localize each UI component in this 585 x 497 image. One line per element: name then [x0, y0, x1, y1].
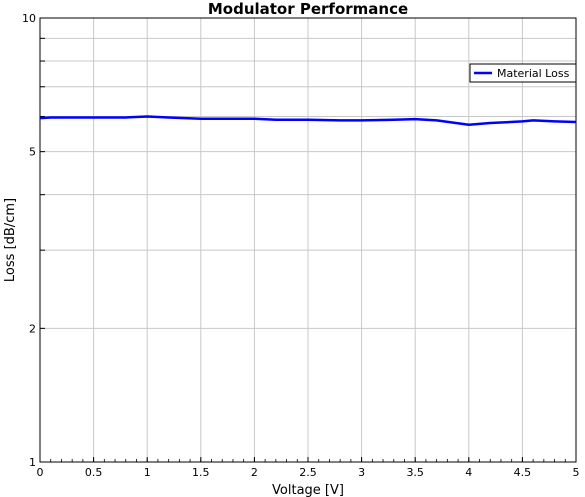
series-line-material-loss	[39, 115, 577, 126]
x-tick-label: 5	[573, 466, 580, 479]
x-axis-label: Voltage [V]	[272, 483, 344, 497]
y-tick-label: 2	[29, 322, 36, 335]
x-tick-label: 4	[465, 466, 472, 479]
x-tick-label: 3.5	[406, 466, 424, 479]
y-tick-label: 10	[22, 12, 36, 25]
x-tick-label: 1	[144, 466, 151, 479]
x-tick-label: 2	[251, 466, 258, 479]
x-tick-label: 3	[358, 466, 365, 479]
y-tick-label: 5	[29, 146, 36, 159]
legend-box	[469, 63, 577, 83]
legend: Material Loss	[469, 63, 577, 83]
x-tick-label: 2.5	[299, 466, 317, 479]
legend-label: Material Loss	[497, 67, 570, 80]
series-layer	[39, 115, 577, 126]
y-tick-label: 1	[29, 456, 36, 469]
x-tick-label: 0.5	[85, 466, 103, 479]
x-tick-label: 0	[37, 466, 44, 479]
chart-title: Modulator Performance	[208, 0, 408, 18]
x-tick-label: 4.5	[514, 466, 532, 479]
y-axis-label: Loss [dB/cm]	[3, 198, 18, 282]
ticks: 0 0.5 1 1.5 2 2.5 3 3.5 4 4.5 5 1 2 5 10	[22, 12, 580, 479]
x-tick-label: 1.5	[192, 466, 210, 479]
